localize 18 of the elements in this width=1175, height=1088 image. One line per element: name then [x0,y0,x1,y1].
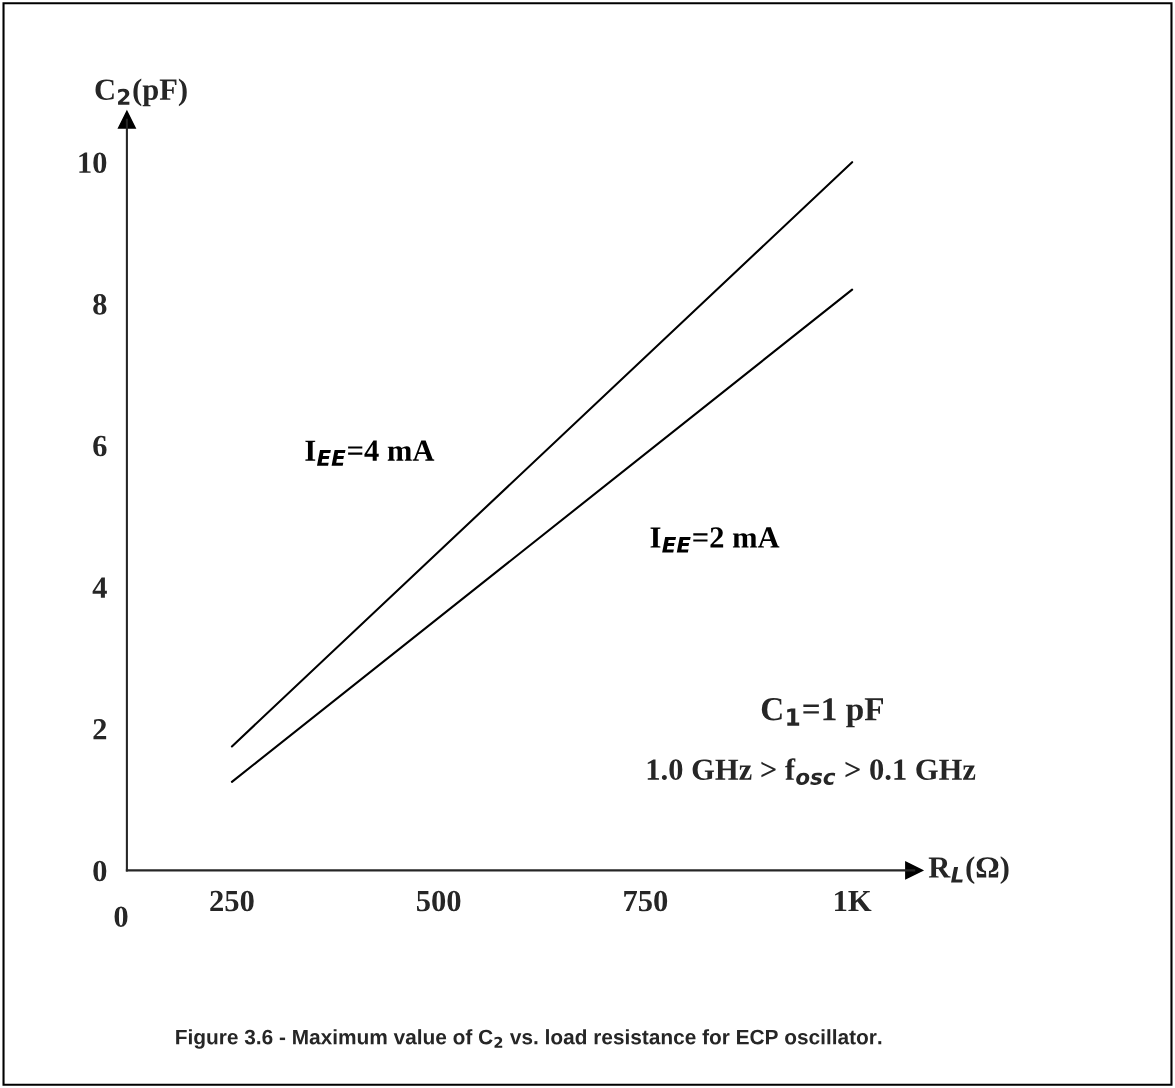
x-tick-label: 1K [835,890,872,912]
caption: Figure 3.6 - Maximum value of C$_{2}$ vs. load resistance for ECP oscillator. [176,1029,882,1049]
y-tick-label: 8 [93,294,107,315]
y-tick-label: 0 [93,860,107,882]
x-tick-label: 250 [210,890,254,912]
text: 0 [114,906,128,928]
annotation: C$_{1}$=1 pF [761,698,883,728]
x-tick-label: 750 [624,890,668,912]
x-axis-title: R$_{L}$(Ω) [928,856,1009,885]
series-label: I$_{EE}$=2 mA [650,527,780,553]
text: I$_{EE}$=4 mA [305,440,435,466]
y-tick-label: 2 [93,719,107,740]
y-axis-title: C$_{2}$(pF) [95,78,187,107]
x-tick-label: 500 [416,890,461,912]
y-tick-label: 4 [92,577,107,598]
y-tick-label: 10 [79,152,107,174]
annotation: 1.0 GHz > f$_{osc}$ > 0.1 GHz [647,758,976,785]
y-tick-label: 6 [93,435,107,457]
